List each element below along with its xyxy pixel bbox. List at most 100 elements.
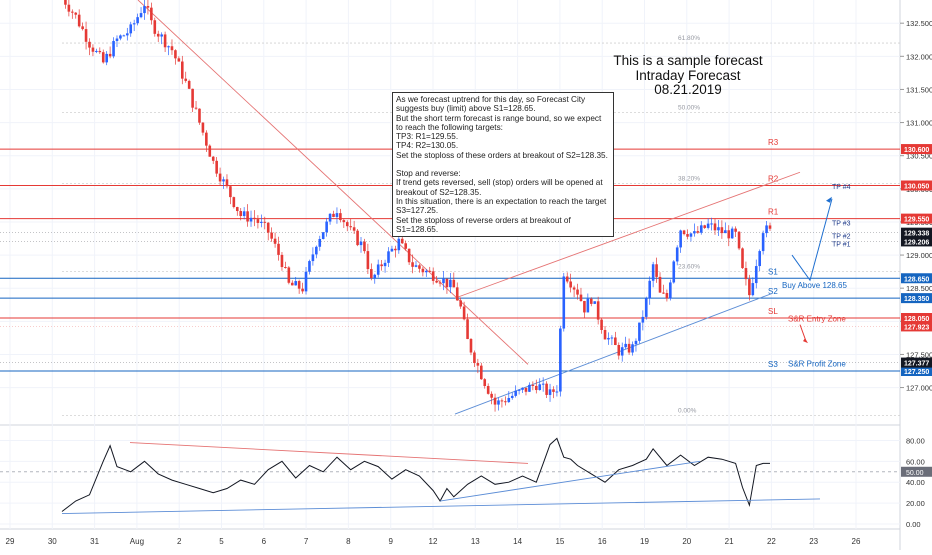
candle-body xyxy=(682,230,686,235)
candle-body xyxy=(170,46,174,51)
osc-tick-label-40.00: 40.00 xyxy=(906,478,925,487)
price-tag-r2: 130.050 xyxy=(904,184,929,191)
osc-divergence-down xyxy=(129,442,529,464)
candle-body xyxy=(218,173,222,182)
osc-value-tag: 50.00 xyxy=(906,470,924,477)
candle-body xyxy=(328,213,332,222)
candle-body xyxy=(521,387,524,390)
candle-body xyxy=(64,0,67,5)
candle-body xyxy=(548,389,552,395)
candle-body xyxy=(720,227,724,234)
candle-body xyxy=(569,281,572,288)
candle-body xyxy=(201,122,205,133)
candle-body xyxy=(91,47,95,52)
candle-body xyxy=(531,384,535,386)
candle-body xyxy=(294,281,298,286)
candle-body xyxy=(74,12,78,15)
candle-body xyxy=(620,347,624,356)
candle-body xyxy=(617,345,621,356)
fib-label-23.60%: 23.60% xyxy=(678,264,700,271)
candle-body xyxy=(400,238,404,244)
candle-body xyxy=(366,251,370,270)
candle-body xyxy=(741,248,744,269)
x-tick-label-31: 31 xyxy=(90,537,99,546)
candle-body xyxy=(662,292,665,294)
candle-body xyxy=(205,132,208,146)
candle-body xyxy=(266,222,270,233)
candle-body xyxy=(734,228,737,232)
y-tick-label-130.500: 130.500 xyxy=(906,152,932,161)
candle-body xyxy=(761,233,765,252)
candle-body xyxy=(644,298,648,317)
candle-body xyxy=(184,78,188,81)
x-tick-label-13: 13 xyxy=(471,537,480,546)
price-tag-sl: 128.050 xyxy=(904,316,929,323)
x-tick-label-26: 26 xyxy=(852,537,861,546)
extra-price-tag-129.338: 129.338 xyxy=(904,231,929,238)
candle-body xyxy=(634,340,638,345)
candle-body xyxy=(593,301,597,304)
candle-body xyxy=(325,221,328,233)
candle-body xyxy=(473,352,476,364)
osc-tick-label-60.00: 60.00 xyxy=(906,457,925,466)
x-tick-label-12: 12 xyxy=(429,537,438,546)
candle-body xyxy=(239,211,243,217)
candle-body xyxy=(768,225,772,229)
fib-label-0.00%: 0.00% xyxy=(678,407,697,414)
candle-body xyxy=(466,319,469,340)
candle-body xyxy=(490,393,493,398)
candle-body xyxy=(600,319,603,330)
candle-body xyxy=(730,228,734,239)
x-tick-label-5: 5 xyxy=(219,537,224,546)
level-label-s1: S1 xyxy=(768,267,778,276)
candle-body xyxy=(624,343,627,348)
candle-body xyxy=(101,52,105,63)
x-tick-label-2: 2 xyxy=(177,537,182,546)
forecast-down-arrowhead xyxy=(803,338,808,344)
candle-body xyxy=(108,53,112,57)
x-tick-label-16: 16 xyxy=(598,537,607,546)
price-tag-bg-r3 xyxy=(901,144,932,155)
candle-body xyxy=(679,230,682,248)
title-line-3: 08.21.2019 xyxy=(654,82,722,97)
candle-body xyxy=(112,40,115,57)
candle-body xyxy=(737,231,741,249)
price-tag-s3: 127.250 xyxy=(904,369,929,376)
candle-body xyxy=(706,223,710,228)
candle-body xyxy=(541,383,545,385)
candle-body xyxy=(287,267,291,283)
forecast-up-arrow xyxy=(791,198,833,282)
candle-body xyxy=(555,391,559,393)
candle-body xyxy=(383,262,387,267)
candle-body xyxy=(579,294,583,302)
candle-body xyxy=(614,337,617,346)
extra-price-tag-127.923: 127.923 xyxy=(904,324,929,331)
candle-body xyxy=(71,11,74,13)
candle-body xyxy=(98,50,102,53)
channel-upper-line xyxy=(454,171,801,299)
osc-trend-up xyxy=(439,460,701,502)
candle-body xyxy=(160,34,163,37)
candle-body xyxy=(562,276,566,329)
candle-body xyxy=(552,389,555,392)
candle-body xyxy=(352,227,356,231)
candle-body xyxy=(232,197,236,208)
candle-body xyxy=(222,179,225,182)
candle-body xyxy=(315,246,318,255)
candle-body xyxy=(235,207,239,212)
level-label-r2: R2 xyxy=(768,175,779,184)
fib-label-38.20%: 38.20% xyxy=(678,176,700,183)
candle-body xyxy=(177,58,181,62)
price-tag-bg-r2 xyxy=(901,180,932,191)
candle-body xyxy=(455,287,459,301)
candle-body xyxy=(452,279,456,288)
osc-tick-label-0.00: 0.00 xyxy=(906,520,921,529)
x-tick-label-15: 15 xyxy=(555,537,564,546)
tp-label-4: TP #4 xyxy=(832,184,851,191)
osc-tick-label-20.00: 20.00 xyxy=(906,499,925,508)
x-tick-label-19: 19 xyxy=(640,537,649,546)
y-tick-label-132.000: 132.000 xyxy=(906,52,932,61)
forecast-note-box: As we forecast uptrend for this day, so … xyxy=(392,92,614,238)
